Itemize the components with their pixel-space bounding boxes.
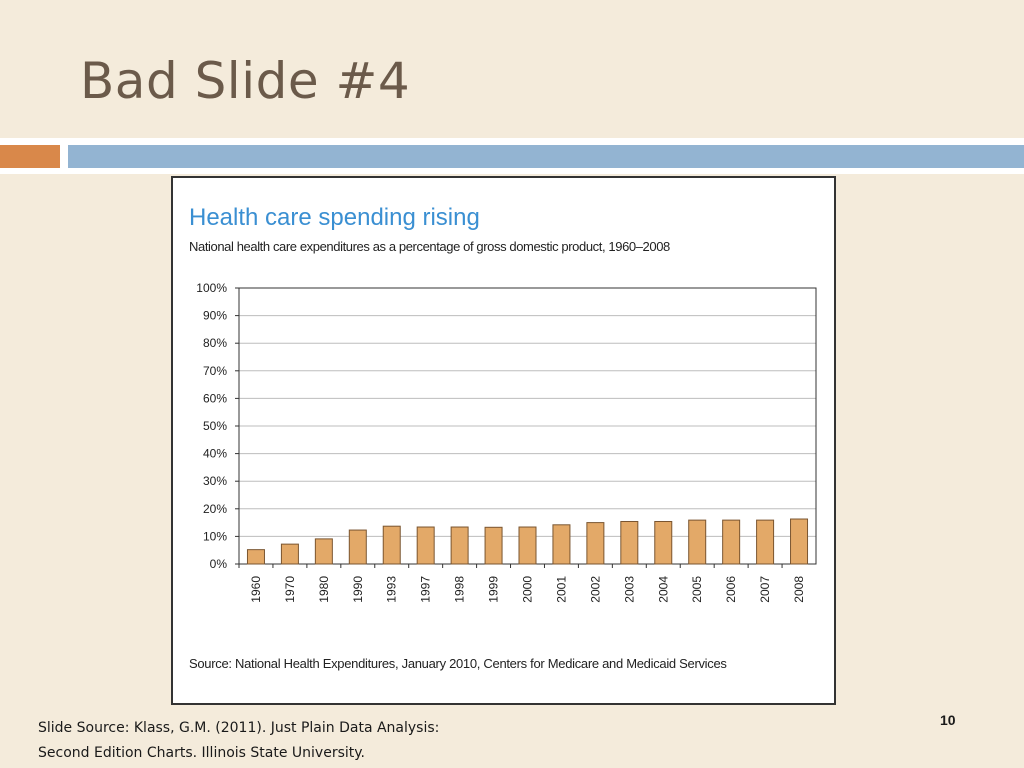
x-tick-label: 1998 <box>453 576 467 603</box>
y-tick-label: 10% <box>203 529 227 543</box>
y-tick-label: 90% <box>203 309 227 323</box>
x-tick-label: 1993 <box>385 576 399 603</box>
bar-2001 <box>552 524 571 565</box>
y-tick-label: 50% <box>203 419 227 433</box>
x-tick-label: 2008 <box>792 576 806 603</box>
chart-subtitle: National health care expenditures as a p… <box>189 239 670 254</box>
x-tick-label: 2004 <box>656 576 670 603</box>
bar-1998 <box>450 526 469 565</box>
x-tick-label: 2005 <box>690 576 704 603</box>
bar-1993 <box>382 525 401 565</box>
bar-2008 <box>790 518 809 565</box>
bar-1997 <box>416 526 435 565</box>
x-tick-label: 2006 <box>724 576 738 603</box>
x-tick-label: 2002 <box>588 576 602 603</box>
x-tick-label: 1997 <box>419 576 433 603</box>
accent-bar-blue <box>68 145 1024 168</box>
x-tick-label: 2001 <box>554 576 568 603</box>
bar-2004 <box>654 520 673 565</box>
x-tick-label: 2000 <box>521 576 535 603</box>
chart-title: Health care spending rising <box>189 204 480 231</box>
x-tick-label: 1960 <box>249 576 263 603</box>
y-tick-label: 60% <box>203 391 227 405</box>
bar-1990 <box>348 529 367 565</box>
slide-title: Bad Slide #4 <box>80 52 411 110</box>
chart-source: Source: National Health Expenditures, Ja… <box>189 656 727 671</box>
bar-2000 <box>518 526 537 565</box>
bar-2005 <box>688 519 707 565</box>
slide-source-line-2: Second Edition Charts. Illinois State Un… <box>38 745 365 761</box>
accent-bar-orange <box>0 145 60 168</box>
y-tick-label: 20% <box>203 502 227 516</box>
bar-1960 <box>246 549 265 565</box>
bar-1980 <box>314 538 333 565</box>
bar-2003 <box>620 520 639 565</box>
bar-chart: 0% 10% 20% 30% 40% 50% 60% 70% 80% 90% 100% 1960 197… <box>196 281 817 603</box>
y-tick-label: 100% <box>196 281 227 295</box>
y-tick-label: 0% <box>210 557 228 571</box>
bar-2007 <box>756 519 775 565</box>
slide-source-line-1: Slide Source: Klass, G.M. (2011). Just P… <box>38 720 440 736</box>
slide-source: Slide Source: Klass, G.M. (2011). Just P… <box>38 716 439 766</box>
y-tick-label: 70% <box>203 364 227 378</box>
x-tick-label: 1980 <box>317 576 331 603</box>
y-tick-label: 30% <box>203 474 227 488</box>
x-tick-label: 2007 <box>758 576 772 603</box>
bar-1999 <box>484 526 503 565</box>
bar-2002 <box>586 522 605 565</box>
bar-1970 <box>280 543 299 565</box>
page-number: 10 <box>940 712 956 728</box>
x-tick-label: 1970 <box>283 576 297 603</box>
y-tick-label: 40% <box>203 447 227 461</box>
x-tick-label: 1999 <box>487 576 501 603</box>
x-tick-label: 2003 <box>622 576 636 603</box>
chart-frame: Health care spending rising National hea… <box>171 176 836 705</box>
bar-2006 <box>722 519 741 565</box>
y-tick-label: 80% <box>203 336 227 350</box>
x-tick-label: 1990 <box>351 576 365 603</box>
